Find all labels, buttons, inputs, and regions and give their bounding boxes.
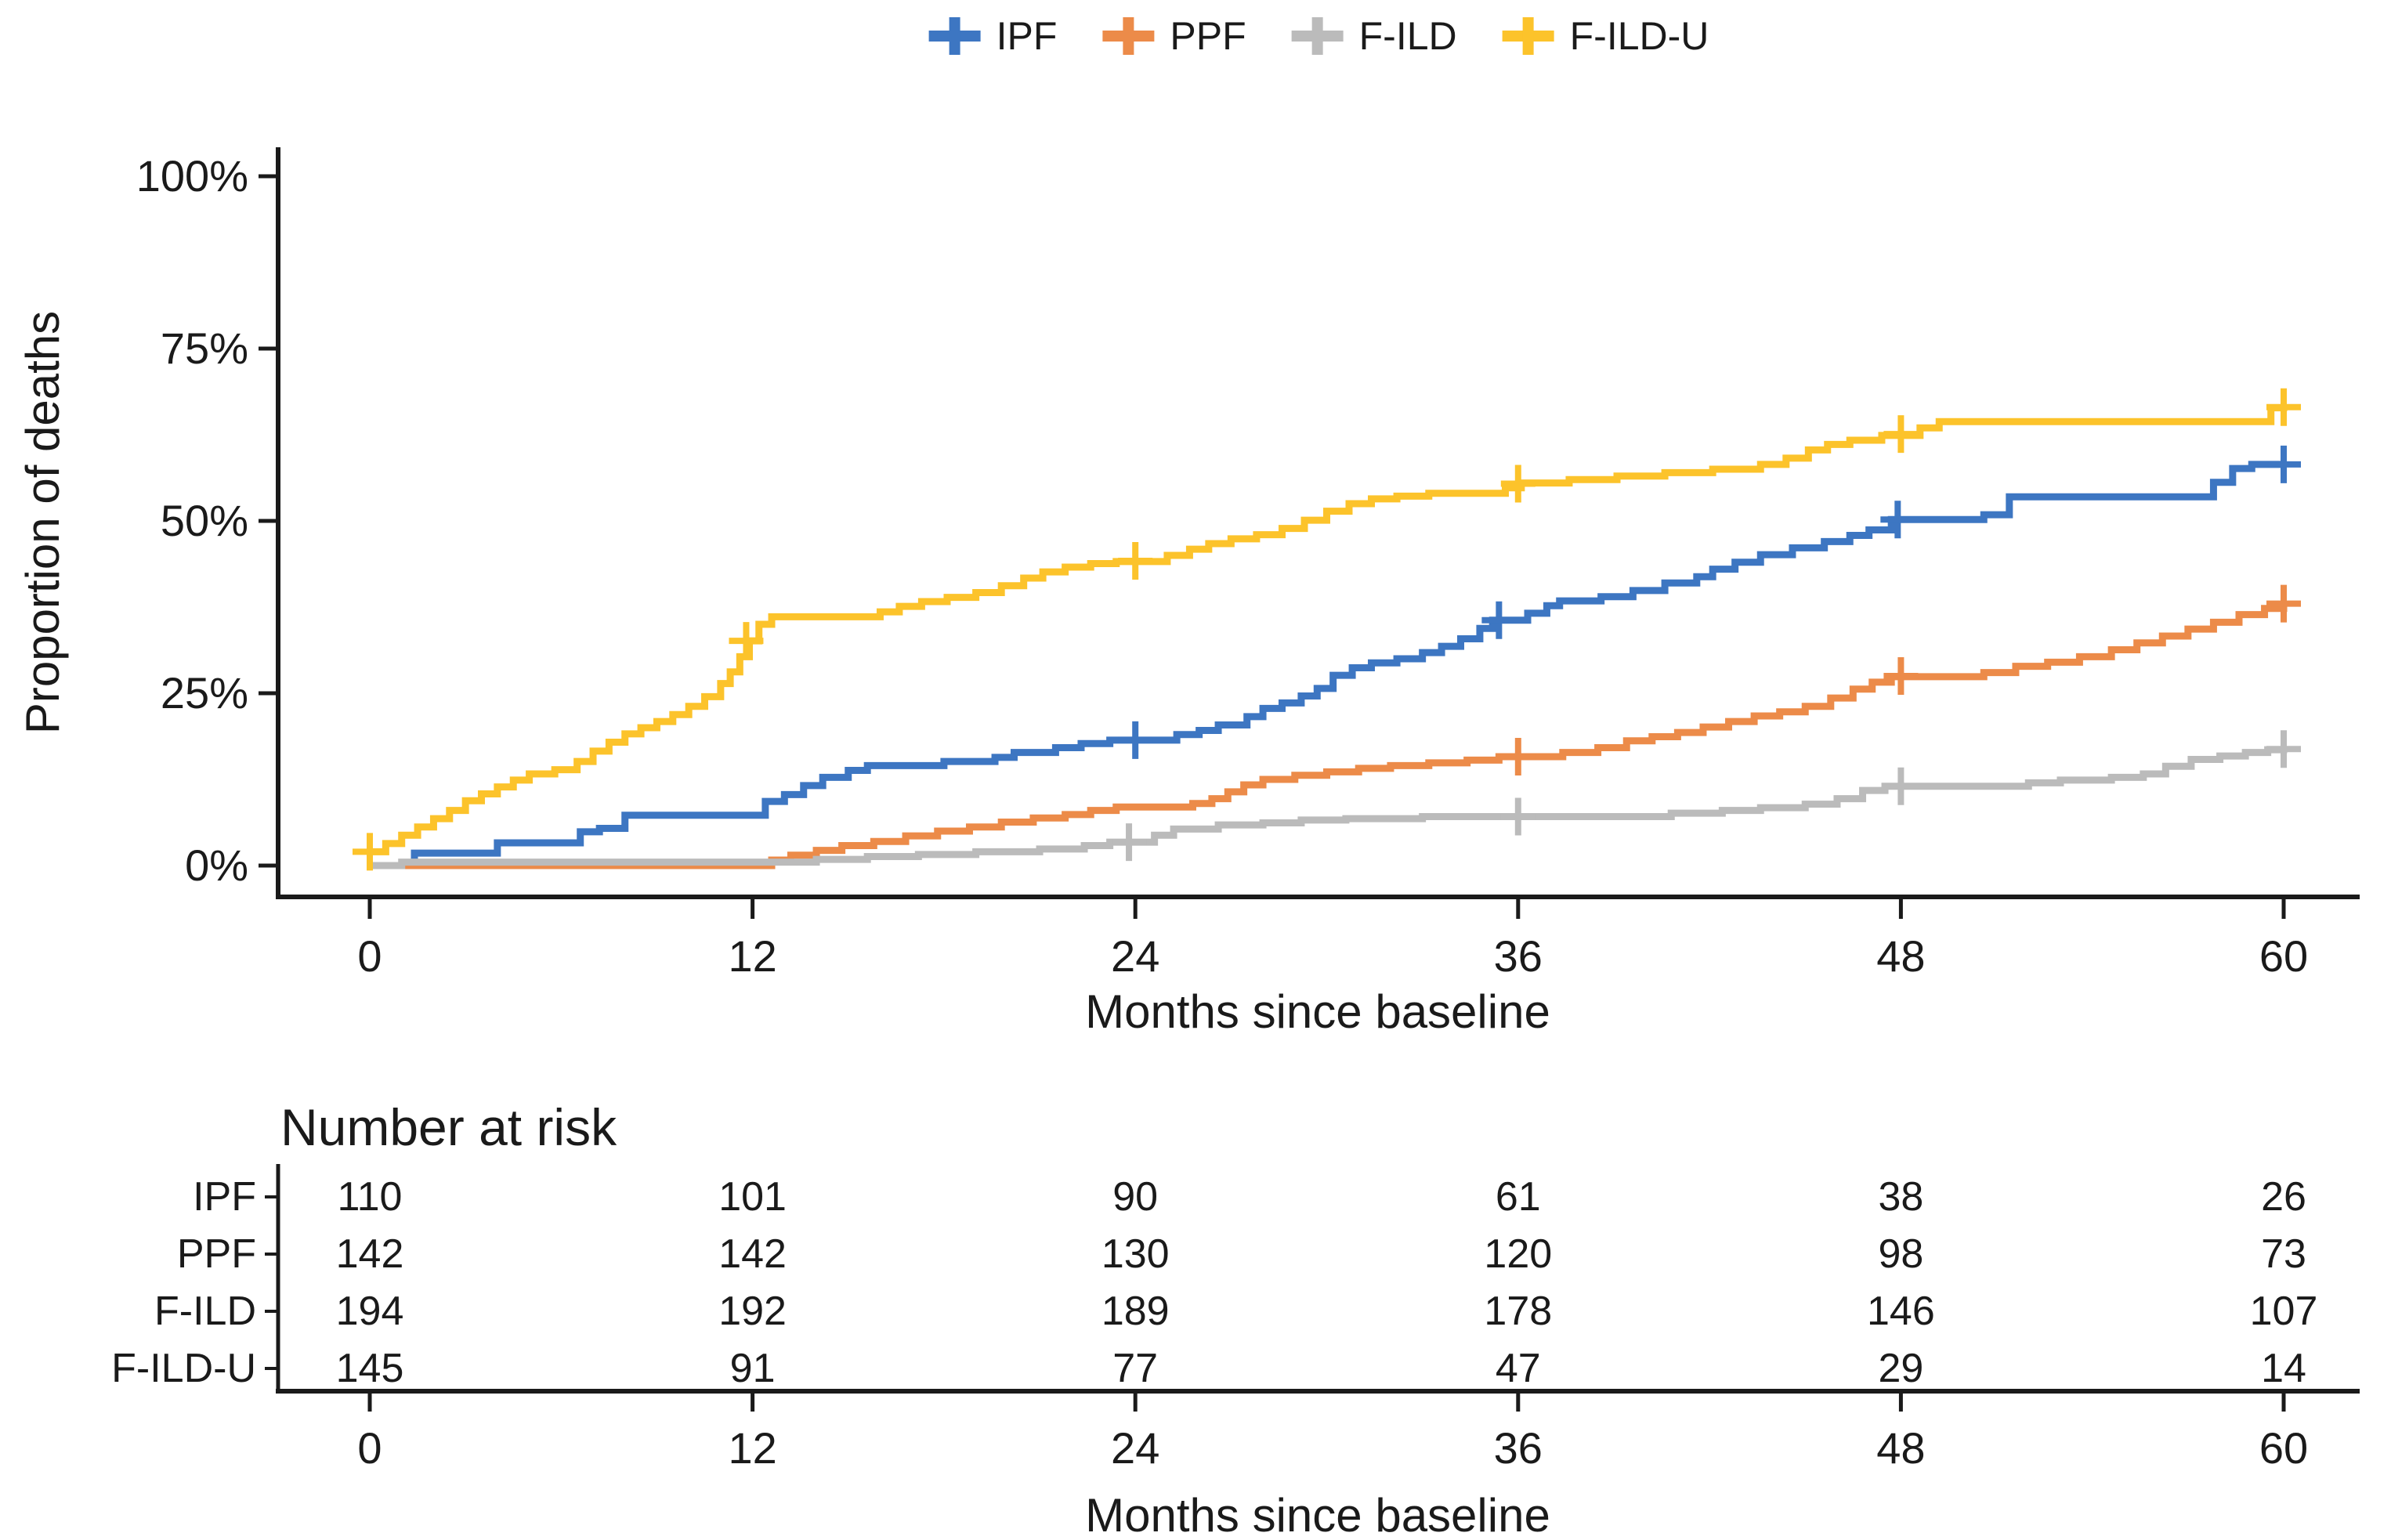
x-tick-label: 0 xyxy=(357,931,382,981)
legend-item-F-ILD: F-ILD xyxy=(1291,14,1457,58)
y-axis-title: Proportion of deaths xyxy=(16,311,69,734)
risk-count: 98 xyxy=(1878,1231,1923,1277)
risk-table-title: Number at risk xyxy=(280,1098,617,1156)
series-line-F-ILD-U xyxy=(370,404,2288,855)
x-tick-label: 24 xyxy=(1111,931,1159,981)
legend-label: F-ILD-U xyxy=(1570,14,1709,58)
risk-x-tick-label: 24 xyxy=(1111,1423,1159,1473)
risk-count: 178 xyxy=(1484,1289,1552,1334)
risk-count: 194 xyxy=(336,1289,404,1334)
series-line-F-ILD xyxy=(370,746,2288,869)
risk-count: 145 xyxy=(336,1346,404,1391)
risk-count: 142 xyxy=(336,1231,404,1277)
risk-row-label-PPF: PPF xyxy=(177,1231,256,1277)
risk-count: 61 xyxy=(1496,1174,1541,1220)
risk-count: 110 xyxy=(338,1174,403,1220)
risk-count: 26 xyxy=(2261,1174,2306,1220)
risk-count: 107 xyxy=(2250,1289,2318,1334)
y-tick-label: 25% xyxy=(161,668,248,718)
risk-count: 38 xyxy=(1878,1174,1923,1220)
risk-count: 142 xyxy=(718,1231,787,1277)
risk-x-tick-label: 0 xyxy=(357,1423,382,1473)
y-tick-label: 0% xyxy=(185,840,248,890)
risk-row-label-F-ILD-U: F-ILD-U xyxy=(111,1346,256,1391)
risk-count: 90 xyxy=(1112,1174,1158,1220)
risk-count: 29 xyxy=(1878,1346,1923,1391)
legend-item-F-ILD-U: F-ILD-U xyxy=(1502,14,1709,58)
plot-panel: 0% 25% 50% 75% 100% 0 12 24 36 48 60 xyxy=(136,147,2360,981)
risk-count: 146 xyxy=(1867,1289,1935,1334)
legend-plus-icon xyxy=(1522,17,1534,55)
risk-row-label-IPF: IPF xyxy=(193,1174,256,1220)
legend: IPF PPF F-ILD F-ILD-U xyxy=(928,14,1709,58)
risk-count: 47 xyxy=(1496,1346,1541,1391)
risk-x-tick-label: 60 xyxy=(2259,1423,2308,1473)
series-line-PPF xyxy=(370,603,2288,869)
x-tick-label: 60 xyxy=(2259,931,2308,981)
risk-table: Number at risk IPF 110 101 90 61 38 26 PPF 142 14… xyxy=(111,1098,2360,1540)
x-tick-label: 48 xyxy=(1876,931,1925,981)
risk-x-tick-label: 48 xyxy=(1876,1423,1925,1473)
risk-count: 77 xyxy=(1112,1346,1158,1391)
risk-x-axis-title: Months since baseline xyxy=(1085,1489,1550,1540)
risk-count: 101 xyxy=(718,1174,787,1220)
y-tick-label: 100% xyxy=(136,151,248,201)
y-tick-label: 50% xyxy=(161,496,248,545)
y-tick-label: 75% xyxy=(161,324,248,373)
legend-item-IPF: IPF xyxy=(928,14,1058,58)
legend-plus-icon xyxy=(1311,17,1323,55)
legend-plus-icon xyxy=(949,17,960,55)
legend-label: PPF xyxy=(1170,14,1246,58)
risk-count: 192 xyxy=(718,1289,787,1334)
risk-count: 14 xyxy=(2261,1346,2306,1391)
risk-x-tick-label: 36 xyxy=(1494,1423,1543,1473)
legend-label: IPF xyxy=(997,14,1058,58)
risk-row-label-F-ILD: F-ILD xyxy=(154,1289,256,1334)
x-tick-label: 36 xyxy=(1494,931,1543,981)
x-tick-label: 12 xyxy=(728,931,776,981)
risk-count: 73 xyxy=(2261,1231,2306,1277)
risk-count: 91 xyxy=(730,1346,776,1391)
x-axis-title: Months since baseline xyxy=(1085,985,1550,1038)
legend-plus-icon xyxy=(1123,17,1134,55)
risk-count: 189 xyxy=(1101,1289,1170,1334)
risk-x-tick-label: 12 xyxy=(728,1423,776,1473)
legend-label: F-ILD xyxy=(1359,14,1457,58)
legend-item-PPF: PPF xyxy=(1102,14,1246,58)
series-line-IPF xyxy=(370,461,2284,869)
risk-count: 120 xyxy=(1484,1231,1552,1277)
risk-count: 130 xyxy=(1101,1231,1170,1277)
